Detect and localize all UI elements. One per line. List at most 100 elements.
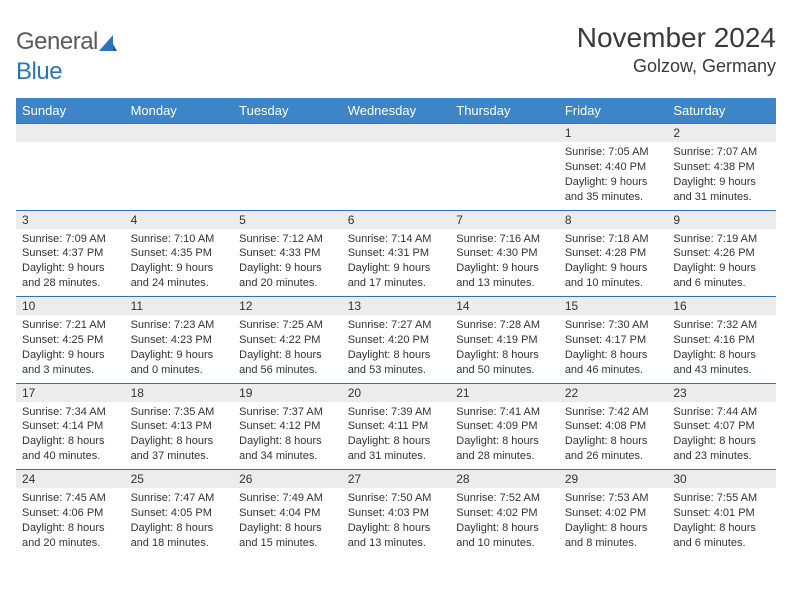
day-body-cell: Sunrise: 7:14 AMSunset: 4:31 PMDaylight:…	[342, 229, 451, 297]
day-number-cell: 28	[450, 470, 559, 489]
day-number-cell: 1	[559, 124, 668, 143]
day-number-cell: 25	[125, 470, 234, 489]
day-number-cell	[342, 124, 451, 143]
day-number-cell: 17	[16, 383, 125, 402]
day-number-cell: 22	[559, 383, 668, 402]
sunset-line: Sunset: 4:16 PM	[673, 333, 770, 348]
sunrise-line: Sunrise: 7:50 AM	[348, 491, 445, 506]
day-body-cell: Sunrise: 7:28 AMSunset: 4:19 PMDaylight:…	[450, 315, 559, 383]
day-body-cell	[342, 142, 451, 210]
sunrise-line: Sunrise: 7:07 AM	[673, 145, 770, 160]
sunrise-line: Sunrise: 7:53 AM	[565, 491, 662, 506]
day-body-cell	[125, 142, 234, 210]
sunset-line: Sunset: 4:33 PM	[239, 246, 336, 261]
day-header: Thursday	[450, 98, 559, 124]
sunrise-line: Sunrise: 7:52 AM	[456, 491, 553, 506]
day-number-cell: 9	[667, 210, 776, 229]
sunrise-line: Sunrise: 7:10 AM	[131, 232, 228, 247]
day-number-cell: 12	[233, 297, 342, 316]
day-number-row: 3456789	[16, 210, 776, 229]
day-number-cell: 30	[667, 470, 776, 489]
daylight-line: Daylight: 8 hours and 15 minutes.	[239, 521, 336, 551]
header: GeneralBlue November 2024 Golzow, German…	[16, 22, 776, 86]
day-number-cell: 16	[667, 297, 776, 316]
daylight-line: Daylight: 8 hours and 53 minutes.	[348, 348, 445, 378]
sunrise-line: Sunrise: 7:42 AM	[565, 405, 662, 420]
day-body-cell: Sunrise: 7:30 AMSunset: 4:17 PMDaylight:…	[559, 315, 668, 383]
sunrise-line: Sunrise: 7:14 AM	[348, 232, 445, 247]
daylight-line: Daylight: 8 hours and 46 minutes.	[565, 348, 662, 378]
sunset-line: Sunset: 4:06 PM	[22, 506, 119, 521]
brand-part1: General	[16, 28, 98, 55]
day-body-cell: Sunrise: 7:39 AMSunset: 4:11 PMDaylight:…	[342, 402, 451, 470]
day-number-cell: 19	[233, 383, 342, 402]
sunset-line: Sunset: 4:26 PM	[673, 246, 770, 261]
day-body-cell: Sunrise: 7:44 AMSunset: 4:07 PMDaylight:…	[667, 402, 776, 470]
day-body-cell: Sunrise: 7:35 AMSunset: 4:13 PMDaylight:…	[125, 402, 234, 470]
day-number-cell	[16, 124, 125, 143]
sunrise-line: Sunrise: 7:25 AM	[239, 318, 336, 333]
day-number-cell: 24	[16, 470, 125, 489]
sunrise-line: Sunrise: 7:55 AM	[673, 491, 770, 506]
sunrise-line: Sunrise: 7:47 AM	[131, 491, 228, 506]
day-body-cell: Sunrise: 7:49 AMSunset: 4:04 PMDaylight:…	[233, 488, 342, 556]
sunset-line: Sunset: 4:40 PM	[565, 160, 662, 175]
sunset-line: Sunset: 4:38 PM	[673, 160, 770, 175]
day-body-cell: Sunrise: 7:47 AMSunset: 4:05 PMDaylight:…	[125, 488, 234, 556]
calendar-body: 12 Sunrise: 7:05 AMSunset: 4:40 PMDayligh…	[16, 124, 776, 557]
sunset-line: Sunset: 4:11 PM	[348, 419, 445, 434]
sunset-line: Sunset: 4:14 PM	[22, 419, 119, 434]
day-number-cell: 10	[16, 297, 125, 316]
sunset-line: Sunset: 4:17 PM	[565, 333, 662, 348]
sunset-line: Sunset: 4:31 PM	[348, 246, 445, 261]
day-number-cell: 14	[450, 297, 559, 316]
brand-logo: GeneralBlue	[16, 22, 117, 86]
month-title: November 2024	[577, 22, 776, 54]
day-header: Wednesday	[342, 98, 451, 124]
day-number-cell: 20	[342, 383, 451, 402]
daylight-line: Daylight: 9 hours and 6 minutes.	[673, 261, 770, 291]
sunset-line: Sunset: 4:08 PM	[565, 419, 662, 434]
day-body-row: Sunrise: 7:05 AMSunset: 4:40 PMDaylight:…	[16, 142, 776, 210]
calendar-head: SundayMondayTuesdayWednesdayThursdayFrid…	[16, 98, 776, 124]
day-number-cell: 8	[559, 210, 668, 229]
day-body-cell: Sunrise: 7:23 AMSunset: 4:23 PMDaylight:…	[125, 315, 234, 383]
sunset-line: Sunset: 4:20 PM	[348, 333, 445, 348]
day-body-row: Sunrise: 7:21 AMSunset: 4:25 PMDaylight:…	[16, 315, 776, 383]
day-body-cell: Sunrise: 7:25 AMSunset: 4:22 PMDaylight:…	[233, 315, 342, 383]
sunrise-line: Sunrise: 7:18 AM	[565, 232, 662, 247]
day-number-cell: 7	[450, 210, 559, 229]
brand-text: GeneralBlue	[16, 28, 117, 86]
day-body-row: Sunrise: 7:45 AMSunset: 4:06 PMDaylight:…	[16, 488, 776, 556]
sunrise-line: Sunrise: 7:21 AM	[22, 318, 119, 333]
day-number-cell: 15	[559, 297, 668, 316]
day-number-cell	[450, 124, 559, 143]
day-body-cell: Sunrise: 7:09 AMSunset: 4:37 PMDaylight:…	[16, 229, 125, 297]
day-body-cell: Sunrise: 7:27 AMSunset: 4:20 PMDaylight:…	[342, 315, 451, 383]
day-header: Saturday	[667, 98, 776, 124]
day-number-cell: 29	[559, 470, 668, 489]
sail-icon	[99, 30, 117, 58]
daylight-line: Daylight: 9 hours and 35 minutes.	[565, 175, 662, 205]
day-number-row: 24252627282930	[16, 470, 776, 489]
sunrise-line: Sunrise: 7:09 AM	[22, 232, 119, 247]
daylight-line: Daylight: 8 hours and 23 minutes.	[673, 434, 770, 464]
title-block: November 2024 Golzow, Germany	[577, 22, 776, 77]
day-body-cell: Sunrise: 7:16 AMSunset: 4:30 PMDaylight:…	[450, 229, 559, 297]
day-body-cell: Sunrise: 7:55 AMSunset: 4:01 PMDaylight:…	[667, 488, 776, 556]
sunset-line: Sunset: 4:28 PM	[565, 246, 662, 261]
day-number-cell: 5	[233, 210, 342, 229]
day-number-cell: 21	[450, 383, 559, 402]
day-number-cell: 6	[342, 210, 451, 229]
sunrise-line: Sunrise: 7:41 AM	[456, 405, 553, 420]
sunset-line: Sunset: 4:09 PM	[456, 419, 553, 434]
sunrise-line: Sunrise: 7:34 AM	[22, 405, 119, 420]
day-body-row: Sunrise: 7:34 AMSunset: 4:14 PM Daylight:…	[16, 402, 776, 470]
daylight-line: Daylight: 9 hours and 13 minutes.	[456, 261, 553, 291]
day-number-cell	[233, 124, 342, 143]
sunset-line: Sunset: 4:30 PM	[456, 246, 553, 261]
daylight-line: Daylight: 8 hours and 26 minutes.	[565, 434, 662, 464]
daylight-line: Daylight: 8 hours and 13 minutes.	[348, 521, 445, 551]
daylight-line: Daylight: 8 hours and 18 minutes.	[131, 521, 228, 551]
day-number-cell: 23	[667, 383, 776, 402]
